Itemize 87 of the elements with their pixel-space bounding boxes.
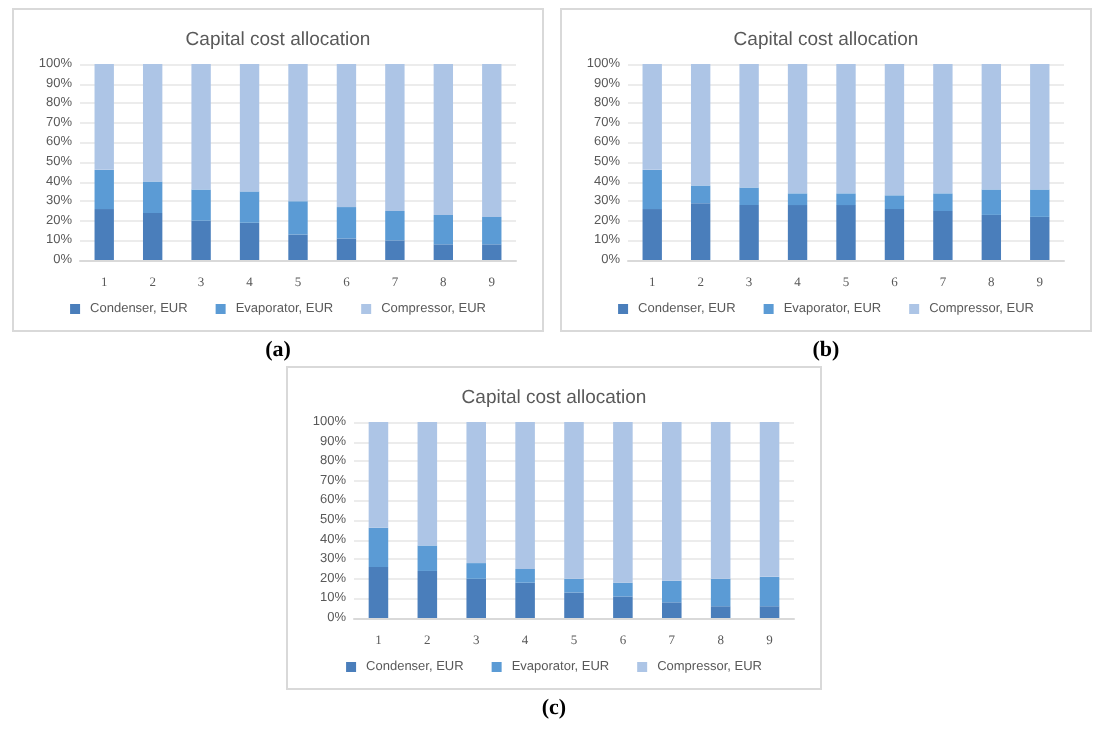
bar xyxy=(613,422,633,583)
bar xyxy=(710,578,731,607)
bar xyxy=(368,527,389,568)
chart-title: Capital cost allocation xyxy=(733,29,919,51)
bar xyxy=(368,567,389,618)
bar xyxy=(191,189,211,221)
bar xyxy=(433,244,454,260)
bar xyxy=(884,195,905,210)
bar xyxy=(1030,189,1050,217)
bar xyxy=(336,238,357,260)
bar xyxy=(739,205,759,260)
bar xyxy=(933,64,953,194)
bar xyxy=(981,189,1002,215)
bar xyxy=(710,422,731,579)
bar xyxy=(787,64,808,194)
bar xyxy=(739,187,759,206)
bar xyxy=(836,193,856,206)
bar xyxy=(710,606,731,618)
bar xyxy=(690,185,711,204)
bar xyxy=(368,422,389,528)
bar xyxy=(385,240,405,260)
bar xyxy=(613,582,633,597)
bar xyxy=(433,64,454,215)
text: (a) xyxy=(263,338,293,362)
bar xyxy=(336,207,357,239)
bar xyxy=(417,422,438,546)
bar xyxy=(239,191,260,223)
bar xyxy=(239,222,260,260)
bar xyxy=(933,211,953,260)
bar xyxy=(981,64,1002,190)
bar xyxy=(642,209,662,260)
bar xyxy=(690,203,711,260)
bar xyxy=(884,64,905,196)
bar xyxy=(564,592,584,618)
bar xyxy=(787,193,808,206)
bar xyxy=(385,211,405,241)
bar xyxy=(466,563,486,579)
bar xyxy=(142,64,163,182)
bar xyxy=(690,64,711,186)
bar xyxy=(94,209,114,260)
bar xyxy=(564,422,584,579)
bar xyxy=(515,569,535,583)
bar xyxy=(662,602,682,618)
text: (c) xyxy=(539,696,569,720)
bar xyxy=(417,570,438,618)
chart-title: Capital cost allocation xyxy=(461,387,647,409)
bar xyxy=(515,582,535,618)
bar xyxy=(787,205,808,260)
bar xyxy=(981,214,1002,260)
bar xyxy=(884,209,905,260)
bar xyxy=(1030,64,1050,190)
bar xyxy=(933,193,953,211)
bar xyxy=(288,64,308,202)
chart-title: Capital cost allocation xyxy=(185,29,371,51)
bar xyxy=(662,580,682,603)
bar xyxy=(564,578,584,593)
bar xyxy=(515,422,535,569)
bar xyxy=(94,169,114,210)
bar xyxy=(836,64,856,194)
bar xyxy=(1030,216,1050,260)
bar xyxy=(613,596,633,618)
bar xyxy=(739,64,759,188)
bar xyxy=(288,234,308,260)
bar xyxy=(759,606,780,618)
bar xyxy=(466,422,486,564)
bar xyxy=(288,201,308,235)
bar xyxy=(239,64,260,192)
bar xyxy=(482,244,502,260)
bar xyxy=(142,212,163,260)
bar xyxy=(94,64,114,170)
bar xyxy=(466,578,486,618)
bar xyxy=(433,214,454,245)
bar xyxy=(642,169,662,210)
bar xyxy=(482,64,502,217)
bar xyxy=(662,422,682,581)
bar xyxy=(759,422,780,577)
bar xyxy=(642,64,662,170)
bar xyxy=(759,576,780,607)
bar xyxy=(142,181,163,213)
bar xyxy=(336,64,357,208)
bar xyxy=(836,205,856,260)
bar xyxy=(482,216,502,245)
bar xyxy=(191,64,211,190)
bar xyxy=(417,545,438,571)
bar xyxy=(191,220,211,260)
bar xyxy=(385,64,405,211)
text: (b) xyxy=(810,338,842,362)
